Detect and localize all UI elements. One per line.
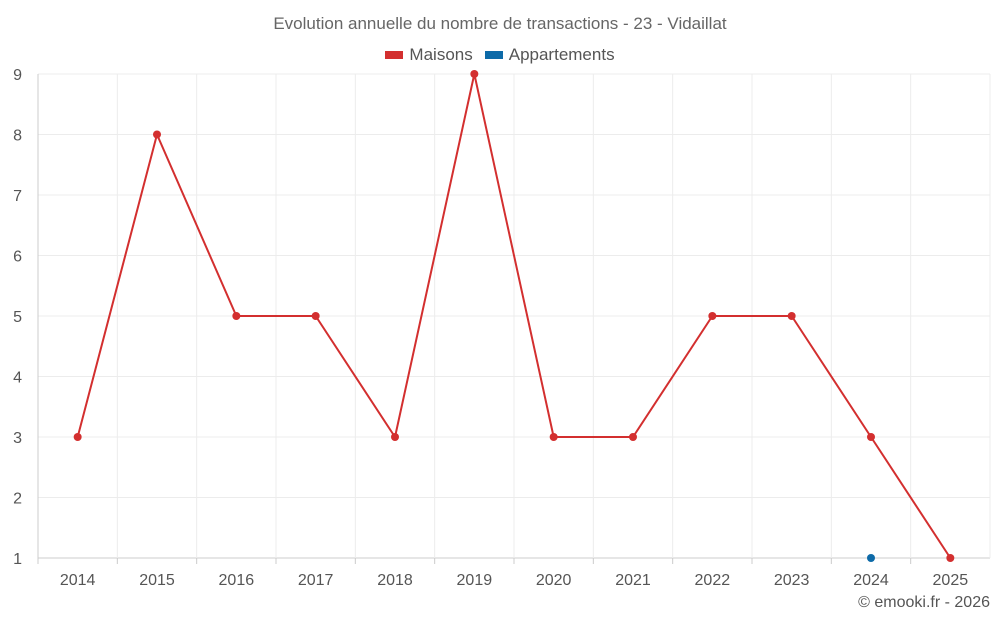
data-point-maisons-2018 <box>391 433 399 441</box>
data-point-maisons-2025 <box>946 554 955 562</box>
y-tick-label: 3 <box>13 430 22 447</box>
series-line-maisons <box>76 73 952 559</box>
data-point-maisons-2014 <box>73 433 82 441</box>
y-tick-label: 7 <box>13 188 22 205</box>
y-tick-label: 6 <box>13 249 22 266</box>
legend-swatch-appartements <box>484 51 503 59</box>
x-tick-label: 2016 <box>219 572 255 589</box>
data-point-maisons-2016 <box>232 312 241 320</box>
x-tick-label: 2019 <box>457 572 493 589</box>
x-tick-label: 2014 <box>60 572 96 589</box>
y-tick-label: 9 <box>13 67 22 84</box>
legend-item-appartements[interactable]: Appartements <box>484 45 615 65</box>
y-tick-label: 1 <box>13 551 22 568</box>
data-point-maisons-2021 <box>629 433 637 441</box>
x-tick-label: 2021 <box>615 572 651 589</box>
x-tick-label: 2018 <box>377 572 413 589</box>
data-point-maisons-2017 <box>311 312 320 320</box>
data-point-maisons-2022 <box>708 312 717 320</box>
data-point-maisons-2020 <box>549 433 558 441</box>
y-tick-label: 2 <box>13 491 22 508</box>
x-tick-label: 2024 <box>853 572 889 589</box>
x-tick-label: 2023 <box>774 572 810 589</box>
y-tick-label: 4 <box>13 370 22 387</box>
x-tick-label: 2020 <box>536 572 572 589</box>
legend-swatch-maisons <box>385 51 404 59</box>
x-tick-label: 2017 <box>298 572 334 589</box>
legend: Maisons Appartements <box>0 45 1000 65</box>
legend-item-maisons[interactable]: Maisons <box>385 45 473 65</box>
y-tick-label: 8 <box>13 128 22 145</box>
data-point-appartements-2024 <box>867 554 875 562</box>
data-point-maisons-2015 <box>153 130 161 139</box>
x-tick-label: 2022 <box>695 572 731 589</box>
x-tick-label: 2015 <box>139 572 175 589</box>
data-point-maisons-2024 <box>867 433 875 441</box>
x-tick-label: 2025 <box>933 572 969 589</box>
chart-title: Evolution annuelle du nombre de transact… <box>273 14 727 33</box>
legend-label-appartements: Appartements <box>508 45 615 64</box>
y-tick-label: 5 <box>13 309 22 326</box>
credit-text: © emooki.fr - 2026 <box>858 594 990 611</box>
data-point-maisons-2019 <box>470 70 479 78</box>
legend-label-maisons: Maisons <box>409 45 473 64</box>
data-point-maisons-2023 <box>787 312 796 320</box>
